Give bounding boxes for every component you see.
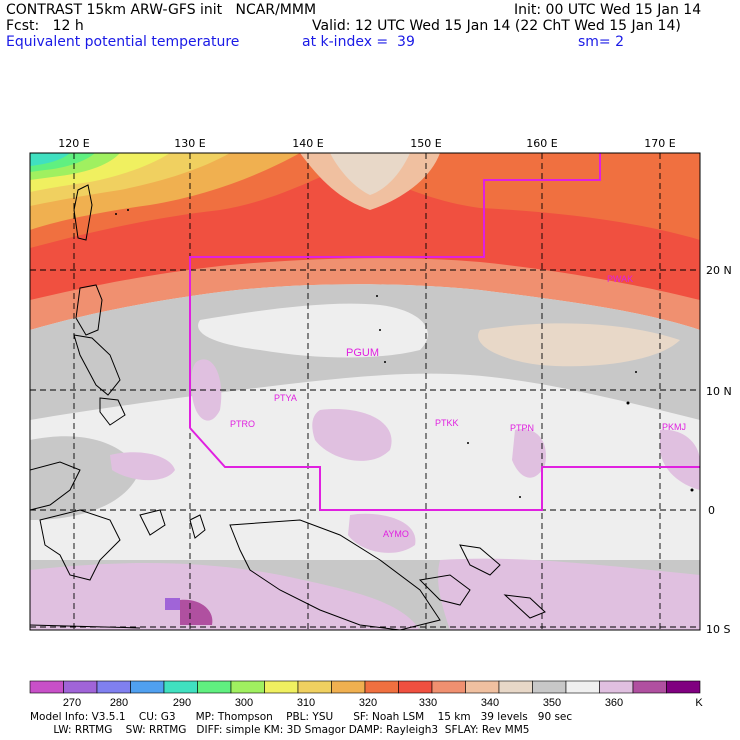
forecast-hour: Fcst: 12 h <box>6 18 84 34</box>
station-pgum: PGUM <box>346 347 379 359</box>
coastlines <box>30 184 546 630</box>
station-ptkk: PTKK <box>435 418 459 428</box>
colorbar-tick-270: 270 <box>63 697 81 709</box>
colorbar-swatch <box>264 680 299 694</box>
lon-label-130: 130 E <box>174 137 206 150</box>
map-field <box>30 153 700 630</box>
colorbar-tick-320: 320 <box>359 697 377 709</box>
model-title: CONTRAST 15km ARW-GFS init NCAR/MMM <box>6 2 317 18</box>
colorbar-tick-350: 350 <box>543 697 561 709</box>
init-time: Init: 00 UTC Wed 15 Jan 14 <box>514 2 702 18</box>
model-info-line1: Model Info: V3.5.1 CU: G3 MP: Thompson P… <box>30 711 573 723</box>
field-name: Equivalent potential temperature <box>6 34 240 50</box>
valid-time: Valid: 12 UTC Wed 15 Jan 14 (22 ChT Wed … <box>312 18 681 34</box>
colorbar-swatch <box>565 680 600 694</box>
station-ptya: PTYA <box>274 393 297 403</box>
colorbar-swatch <box>666 680 701 694</box>
colorbar-swatch <box>431 680 466 694</box>
model-info-line2: LW: RRTMG SW: RRTMG DIFF: simple KM: 3D … <box>30 724 530 736</box>
colorbar-swatch <box>197 680 232 694</box>
colorbar-swatch <box>599 680 634 694</box>
colorbar-swatch <box>130 680 165 694</box>
colorbar-tick-340: 340 <box>481 697 499 709</box>
colorbar-swatch <box>532 680 567 694</box>
colorbar-swatch <box>163 680 198 694</box>
colorbar-unit: K <box>695 697 703 709</box>
colorbar-swatch <box>29 680 64 694</box>
lat-label-10n: 10 N <box>706 385 732 398</box>
colorbar-tick-310: 310 <box>297 697 315 709</box>
colorbar-swatch <box>364 680 399 694</box>
level-index: at k-index = 39 <box>302 34 415 50</box>
colorbar-swatch <box>632 680 667 694</box>
lon-label-150: 150 E <box>410 137 442 150</box>
smoothing: sm= 2 <box>578 34 625 50</box>
colorbar-swatch <box>465 680 500 694</box>
lon-label-120: 120 E <box>58 137 90 150</box>
map-frame <box>29 152 701 631</box>
lon-label-170: 170 E <box>644 137 676 150</box>
colorbar-swatch <box>96 680 131 694</box>
station-ptro: PTRO <box>230 419 255 429</box>
lon-label-140: 140 E <box>292 137 324 150</box>
color-bar <box>29 680 701 694</box>
lat-label-10s: 10 S <box>706 623 731 636</box>
colorbar-swatch <box>498 680 533 694</box>
station-pkmj: PKMJ <box>662 422 686 432</box>
colorbar-swatch <box>230 680 265 694</box>
station-ptpn: PTPN <box>510 423 534 433</box>
colorbar-tick-290: 290 <box>173 697 191 709</box>
colorbar-tick-300: 300 <box>235 697 253 709</box>
colorbar-swatch <box>398 680 433 694</box>
small-islands <box>115 209 694 498</box>
station-pwak: PWAK <box>607 274 633 284</box>
colorbar-tick-360: 360 <box>605 697 623 709</box>
colorbar-tick-280: 280 <box>110 697 128 709</box>
station-aymo: AYMO <box>383 529 409 539</box>
colorbar-tick-330: 330 <box>419 697 437 709</box>
colorbar-swatch <box>297 680 332 694</box>
lat-label-20n: 20 N <box>706 264 732 277</box>
colorbar-swatch <box>331 680 366 694</box>
lat-label-0: 0 <box>708 504 715 517</box>
lon-label-160: 160 E <box>526 137 558 150</box>
colorbar-swatch <box>63 680 98 694</box>
region-boundary <box>189 153 700 511</box>
